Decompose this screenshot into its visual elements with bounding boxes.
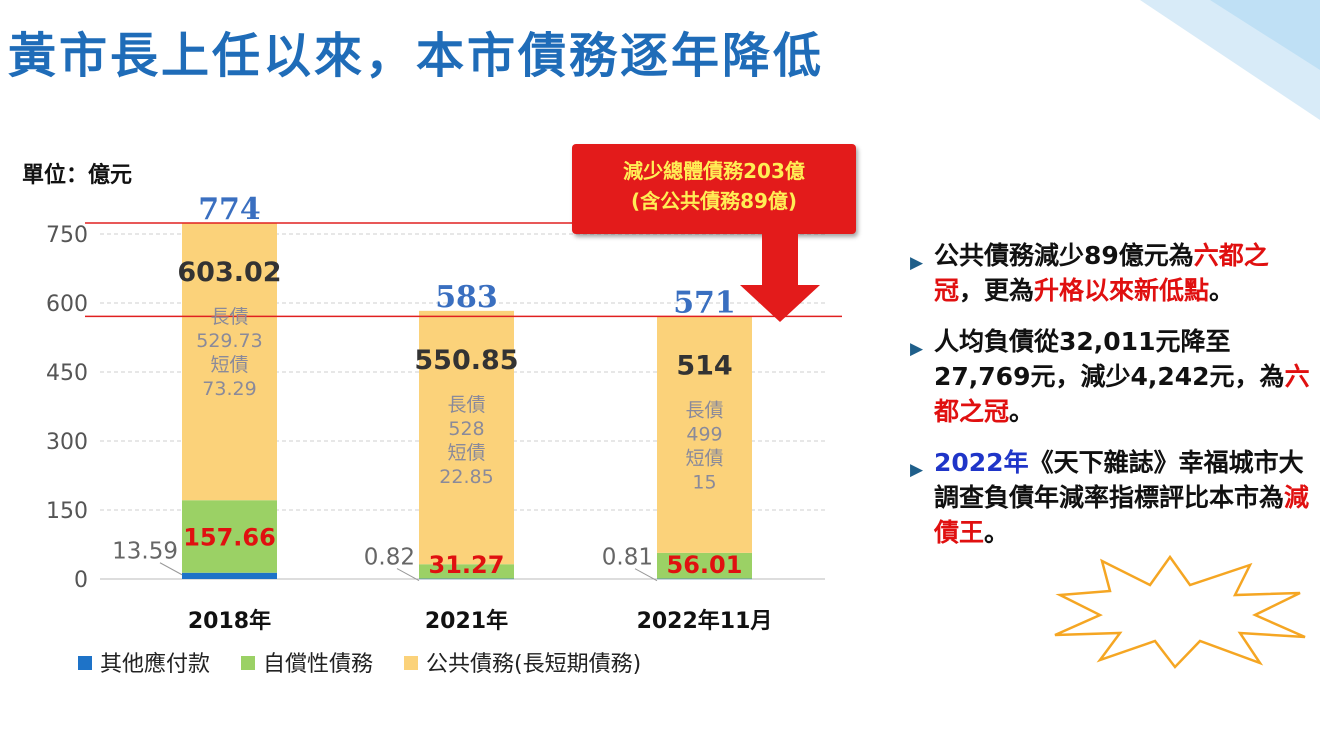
breakdown-value: 73.29 <box>202 378 256 400</box>
self-liquidating-label: 157.66 <box>183 523 276 551</box>
legend-label: 自償性債務 <box>263 652 374 677</box>
self-liquidating-label: 31.27 <box>429 551 505 579</box>
bullet-arrow-icon: ▶ <box>910 460 924 480</box>
bullet-arrow-icon: ▶ <box>910 253 924 273</box>
leader-line <box>159 562 183 576</box>
corner-decoration <box>1140 0 1320 120</box>
bullet-text: ，更為 <box>959 276 1035 305</box>
bullet-per-capita: ▶ 人均負債從32,011元降至27,769元，減少4,242元，為六都之冠。 <box>910 324 1310 429</box>
total-label: 583 <box>435 280 498 315</box>
legend-item-self-liquidating: 自償性債務 <box>241 646 373 678</box>
bullet-list: ▶ 公共債務減少89億元為六都之冠，更為升格以來新低點。 ▶ 人均負債從32,0… <box>910 238 1310 566</box>
breakdown-caption: 短債 <box>685 447 723 469</box>
bar-self-liquidating <box>657 552 752 579</box>
bullet-highlight: 減債王 <box>934 483 1310 547</box>
bar-other-payables <box>657 578 752 580</box>
y-tick-label: 450 <box>46 361 88 386</box>
breakdown-value: 22.85 <box>439 466 493 488</box>
other-payables-label: 13.59 <box>112 539 178 565</box>
down-arrow-icon <box>740 230 820 322</box>
other-payables-label: 0.81 <box>602 545 653 571</box>
breakdown-value: 529.73 <box>196 330 262 352</box>
legend-swatch <box>241 656 256 670</box>
leader-line <box>396 568 420 582</box>
public-debt-label: 550.85 <box>414 345 518 376</box>
y-tick-label: 600 <box>46 292 88 317</box>
breakdown-caption: 長債 <box>685 399 723 421</box>
bar-self-liquidating <box>182 500 277 573</box>
unit-label: 單位：億元 <box>22 162 132 188</box>
other-payables-label: 0.82 <box>364 545 415 571</box>
callout-line-2: (含公共債務89億) <box>630 189 798 213</box>
y-tick-label: 300 <box>46 430 88 455</box>
bullet-highlight: 六都之冠 <box>934 362 1310 426</box>
public-debt-label: 603.02 <box>177 257 281 288</box>
breakdown-value: 499 <box>686 423 722 445</box>
breakdown-caption: 短債 <box>210 354 248 376</box>
callout-line-1: 減少總體債務203億 <box>623 159 805 183</box>
bullet-public-debt: ▶ 公共債務減少89億元為六都之冠，更為升格以來新低點。 <box>910 238 1310 308</box>
breakdown-caption: 長債 <box>447 394 485 416</box>
x-tick-label: 2022年11月 <box>637 608 773 634</box>
legend-item-other: 其他應付款 <box>78 646 210 678</box>
y-tick-label: 150 <box>46 499 88 524</box>
legend-item-public: 公共債務(長短期債務) <box>404 646 641 678</box>
total-label: 774 <box>198 192 261 227</box>
bar-self-liquidating <box>419 564 514 579</box>
bullet-text: 。 <box>1009 397 1035 426</box>
bullet-text: 。 <box>984 518 1010 547</box>
bar-other-payables <box>182 572 277 579</box>
public-debt-label: 514 <box>676 350 732 381</box>
leader-line <box>634 568 658 582</box>
bullet-arrow-icon: ▶ <box>910 339 924 359</box>
bullet-text: 人均負債從32,011元降至27,769元，減少4,242元，為 <box>934 327 1285 391</box>
self-liquidating-label: 56.01 <box>667 551 743 579</box>
breakdown-value: 15 <box>692 471 716 493</box>
bullet-text: 公共債務減少89億元為 <box>934 241 1194 270</box>
legend-swatch <box>404 656 419 670</box>
bar-public-debt <box>657 316 752 553</box>
legend-swatch <box>78 656 92 670</box>
breakdown-value: 528 <box>448 418 484 440</box>
y-tick-label: 0 <box>74 568 88 593</box>
bullet-highlight-blue: 2022年 <box>934 448 1029 477</box>
legend-label: 公共債務(長短期債務) <box>426 652 642 677</box>
bar-public-debt <box>419 310 514 565</box>
bar-public-debt <box>182 222 277 501</box>
chart-legend: 其他應付款 自償性債務 公共債務(長短期債務) <box>78 646 665 678</box>
bullet-text: 《天下雜誌》幸福城市大調查負債年減率指標評比本市為 <box>934 448 1304 512</box>
bullet-highlight: 六都之冠 <box>934 241 1269 305</box>
legend-label: 其他應付款 <box>100 652 211 677</box>
bullet-highlight: 升格以來新低點 <box>1034 276 1210 305</box>
reduction-callout: 減少總體債務203億 (含公共債務89億) <box>572 144 856 234</box>
burst-star-icon <box>1054 555 1306 669</box>
bullet-magazine: ▶ 2022年《天下雜誌》幸福城市大調查負債年減率指標評比本市為減債王。 <box>910 445 1310 550</box>
breakdown-caption: 長債 <box>210 306 248 328</box>
y-tick-label: 750 <box>46 223 88 248</box>
x-tick-label: 2021年 <box>425 608 508 634</box>
bar-other-payables <box>419 578 514 580</box>
bullet-text: 。 <box>1209 276 1235 305</box>
x-tick-label: 2018年 <box>188 608 271 634</box>
page-title: 黃市長上任以來，本市債務逐年降低 <box>8 28 825 84</box>
breakdown-caption: 短債 <box>447 442 485 464</box>
total-label: 571 <box>673 285 736 320</box>
